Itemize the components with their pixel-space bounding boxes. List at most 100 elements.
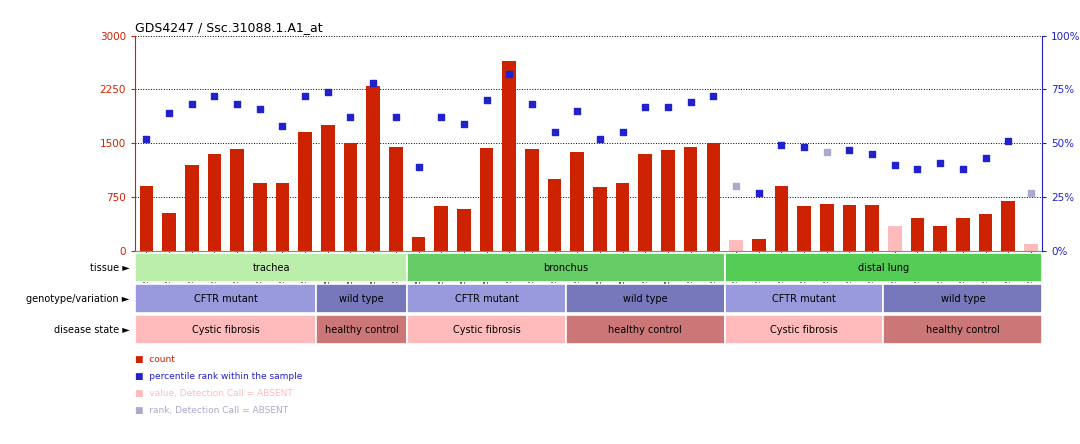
- Bar: [548, 179, 562, 251]
- Text: ■  percentile rank within the sample: ■ percentile rank within the sample: [135, 372, 302, 381]
- Text: ■  value, Detection Call = ABSENT: ■ value, Detection Call = ABSENT: [135, 389, 293, 398]
- Bar: [135, 284, 316, 313]
- Text: wild type: wild type: [339, 293, 384, 304]
- Text: genotype/variation ►: genotype/variation ►: [26, 293, 130, 304]
- Bar: [910, 218, 924, 251]
- Point: [796, 144, 813, 151]
- Bar: [139, 186, 153, 251]
- Bar: [162, 213, 176, 251]
- Point: [1000, 138, 1017, 145]
- Text: Cystic fibrosis: Cystic fibrosis: [453, 325, 521, 335]
- Text: GDS4247 / Ssc.31088.1.A1_at: GDS4247 / Ssc.31088.1.A1_at: [135, 21, 323, 34]
- Bar: [316, 284, 407, 313]
- Point: [251, 105, 269, 112]
- Point: [138, 135, 156, 143]
- Bar: [230, 149, 244, 251]
- Bar: [343, 143, 357, 251]
- Bar: [820, 204, 834, 251]
- Bar: [706, 143, 720, 251]
- Bar: [434, 206, 448, 251]
- Bar: [774, 186, 788, 251]
- Bar: [593, 187, 607, 251]
- Bar: [275, 182, 289, 251]
- Bar: [407, 284, 566, 313]
- Bar: [616, 182, 630, 251]
- Point: [161, 110, 178, 117]
- Point: [501, 71, 518, 78]
- Point: [524, 101, 541, 108]
- Point: [229, 101, 246, 108]
- Text: ■  count: ■ count: [135, 355, 175, 364]
- Text: healthy control: healthy control: [608, 325, 683, 335]
- Text: tissue ►: tissue ►: [90, 262, 130, 273]
- Point: [365, 79, 382, 87]
- Bar: [389, 147, 403, 251]
- Bar: [407, 315, 566, 344]
- Point: [456, 120, 473, 127]
- Text: Cystic fibrosis: Cystic fibrosis: [770, 325, 838, 335]
- Text: distal lung: distal lung: [858, 262, 909, 273]
- Point: [864, 151, 881, 158]
- Bar: [525, 149, 539, 251]
- Bar: [502, 61, 516, 251]
- Bar: [956, 218, 970, 251]
- Point: [592, 135, 609, 143]
- Bar: [842, 205, 856, 251]
- Bar: [933, 226, 947, 251]
- Point: [205, 92, 224, 99]
- Bar: [888, 226, 902, 251]
- Text: healthy control: healthy control: [926, 325, 1000, 335]
- Bar: [725, 284, 883, 313]
- Text: CFTR mutant: CFTR mutant: [455, 293, 518, 304]
- Bar: [253, 182, 267, 251]
- Point: [977, 155, 995, 162]
- Bar: [207, 154, 221, 251]
- Point: [660, 103, 677, 110]
- Bar: [411, 237, 426, 251]
- Text: Cystic fibrosis: Cystic fibrosis: [192, 325, 259, 335]
- Bar: [1024, 244, 1038, 251]
- Point: [1023, 189, 1040, 196]
- Point: [909, 166, 927, 173]
- Point: [478, 97, 496, 104]
- Bar: [661, 151, 675, 251]
- Point: [569, 107, 586, 115]
- Point: [388, 114, 405, 121]
- Point: [955, 166, 972, 173]
- Bar: [185, 165, 199, 251]
- Bar: [865, 205, 879, 251]
- Text: bronchus: bronchus: [543, 262, 589, 273]
- Bar: [883, 315, 1042, 344]
- Point: [637, 103, 654, 110]
- Point: [773, 142, 791, 149]
- Point: [932, 159, 949, 166]
- Text: healthy control: healthy control: [325, 325, 399, 335]
- Point: [410, 163, 428, 170]
- Bar: [135, 315, 316, 344]
- Bar: [457, 209, 471, 251]
- Bar: [298, 132, 312, 251]
- Bar: [725, 315, 883, 344]
- Bar: [638, 154, 652, 251]
- Bar: [1001, 201, 1015, 251]
- Bar: [797, 206, 811, 251]
- Point: [887, 161, 904, 168]
- Bar: [321, 125, 335, 251]
- Bar: [883, 284, 1042, 313]
- Bar: [566, 284, 725, 313]
- Point: [433, 114, 450, 121]
- Point: [274, 123, 292, 130]
- Point: [320, 88, 337, 95]
- Point: [705, 92, 723, 99]
- Bar: [566, 315, 725, 344]
- Point: [296, 92, 314, 99]
- Point: [728, 183, 745, 190]
- Bar: [752, 239, 766, 251]
- Point: [819, 148, 836, 155]
- Bar: [366, 86, 380, 251]
- Text: disease state ►: disease state ►: [54, 325, 130, 335]
- Point: [184, 101, 201, 108]
- Bar: [407, 253, 725, 282]
- Bar: [316, 315, 407, 344]
- Bar: [480, 148, 494, 251]
